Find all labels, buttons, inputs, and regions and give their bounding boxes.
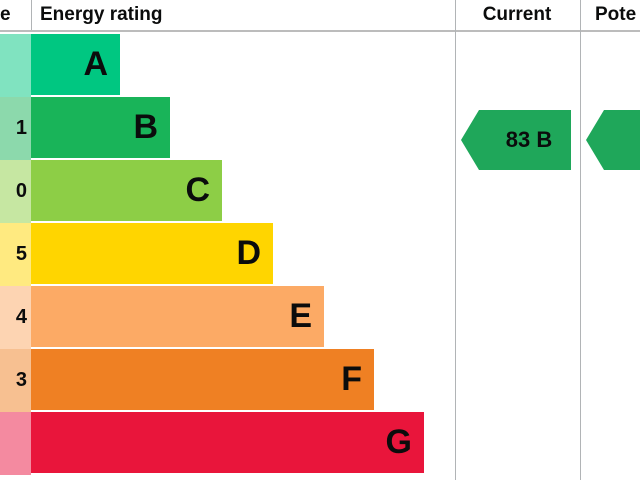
band-score-c: 0 [0, 160, 31, 223]
band-score-b: 1 [0, 97, 31, 160]
column-header-potential: Pote [595, 4, 637, 25]
band-score-g [0, 412, 31, 475]
band-score-f: 3 [0, 349, 31, 412]
band-bar-g: G [31, 412, 424, 473]
band-row-d: 5 D [0, 223, 441, 286]
band-score-e: 4 [0, 286, 31, 349]
current-rating-badge: 83 B [461, 110, 571, 170]
column-header-energy-rating: Energy rating [40, 4, 163, 25]
column-header-current: Current [482, 4, 552, 25]
band-row-b: 1 B [0, 97, 441, 160]
band-bar-c: C [31, 160, 222, 221]
band-row-g: G [0, 412, 441, 475]
column-divider-current [455, 0, 456, 480]
band-bar-f: F [31, 349, 374, 410]
band-bar-b: B [31, 97, 170, 158]
column-divider-potential [580, 0, 581, 480]
column-header-score: e [0, 4, 11, 25]
energy-band-list: A 1 B 0 C 5 D 4 E 3 F G [0, 34, 441, 480]
band-bar-d: D [31, 223, 273, 284]
band-row-f: 3 F [0, 349, 441, 412]
band-score-d: 5 [0, 223, 31, 286]
band-row-a: A [0, 34, 441, 97]
column-divider-score [31, 0, 32, 30]
table-header-row: e Energy rating Current Pote [0, 0, 640, 32]
band-bar-a: A [31, 34, 120, 95]
band-row-e: 4 E [0, 286, 441, 349]
band-score-a [0, 34, 31, 97]
band-bar-e: E [31, 286, 324, 347]
band-row-c: 0 C [0, 160, 441, 223]
potential-rating-badge: 8 [586, 110, 640, 170]
